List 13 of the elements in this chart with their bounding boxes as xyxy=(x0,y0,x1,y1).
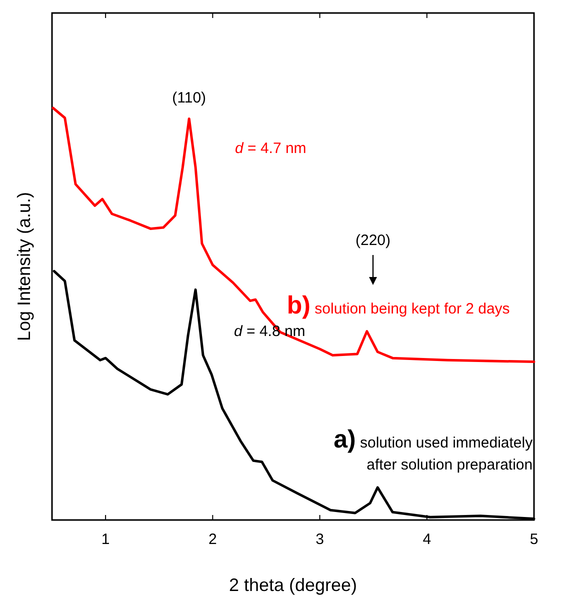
annotation: d = 4.7 nm xyxy=(235,140,306,157)
x-tick-label: 3 xyxy=(316,531,324,548)
annotation: (220) xyxy=(355,232,391,249)
y-axis-title: Log Intensity (a.u.) xyxy=(14,192,34,342)
annotation: b) solution being kept for 2 days xyxy=(286,291,510,320)
x-tick-label: 1 xyxy=(101,531,110,548)
x-axis-title: 2 theta (degree) xyxy=(228,575,358,595)
annotation: a) solution used immediately after solution preparation xyxy=(334,425,534,474)
x-tick-label: 2 xyxy=(208,531,217,548)
x-tick-label: 5 xyxy=(530,531,538,548)
x-tick-label: 4 xyxy=(422,531,432,548)
annotation: (110) xyxy=(172,90,206,107)
annotation: d = 4.8 nm xyxy=(234,323,306,340)
